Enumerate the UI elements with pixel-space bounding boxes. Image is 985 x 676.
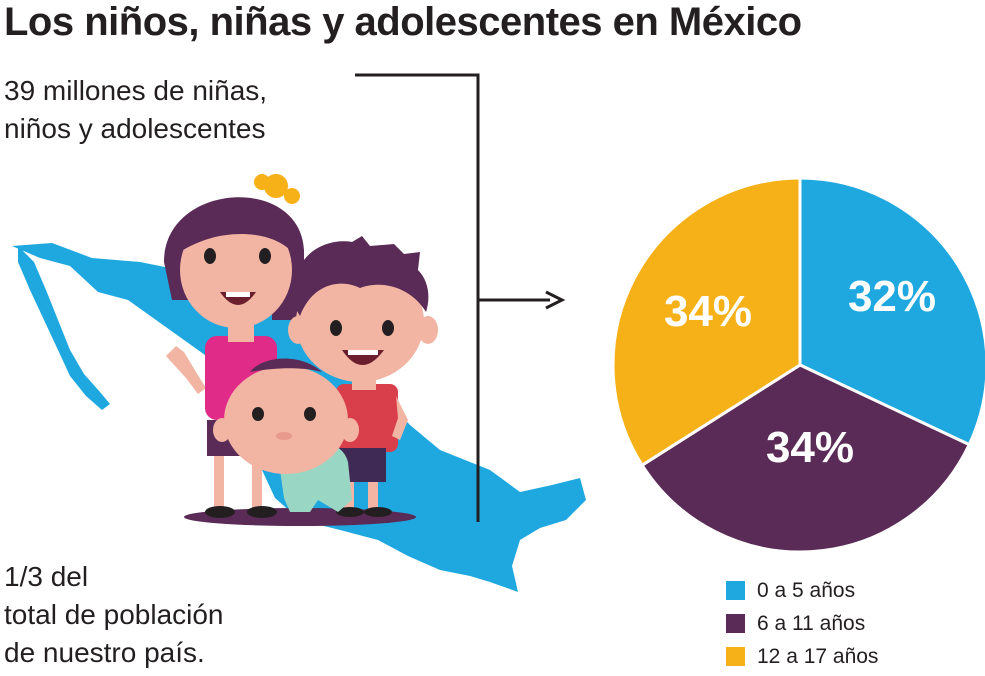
chart-legend: 0 a 5 años 6 a 11 años 12 a 17 años xyxy=(726,574,878,673)
legend-swatch xyxy=(726,581,745,600)
pie-data-label: 34% xyxy=(664,287,752,336)
page-title: Los niños, niñas y adolescentes en Méxic… xyxy=(4,0,802,44)
baby-figure xyxy=(213,358,359,512)
pie-data-label: 34% xyxy=(766,423,854,472)
share-callout-line: de nuestro país. xyxy=(4,637,205,668)
population-callout-line: niños y adolescentes xyxy=(4,113,266,144)
legend-label: 6 a 11 años xyxy=(757,611,866,635)
pie-slice xyxy=(640,363,972,554)
pie-data-label: 32% xyxy=(848,272,936,321)
population-callout-line: 39 millones de niñas, xyxy=(4,75,268,106)
legend-label: 12 a 17 años xyxy=(757,644,879,668)
pie-slice xyxy=(611,176,802,468)
legend-item-12-17: 12 a 17 años xyxy=(726,640,878,673)
population-callout: 39 millones de niñas, niños y adolescent… xyxy=(4,72,334,148)
girl-figure xyxy=(164,174,304,518)
share-callout: 1/3 del total de población de nuestro pa… xyxy=(4,558,304,672)
legend-item-0-5: 0 a 5 años xyxy=(726,574,878,607)
share-callout-line: 1/3 del xyxy=(4,561,89,592)
legend-swatch xyxy=(726,614,745,633)
connector xyxy=(355,73,566,522)
share-callout-line: total de población xyxy=(4,599,224,630)
legend-item-6-11: 6 a 11 años xyxy=(726,607,878,640)
pie-slice xyxy=(798,176,985,447)
legend-swatch xyxy=(726,647,745,666)
legend-label: 0 a 5 años xyxy=(757,578,856,602)
